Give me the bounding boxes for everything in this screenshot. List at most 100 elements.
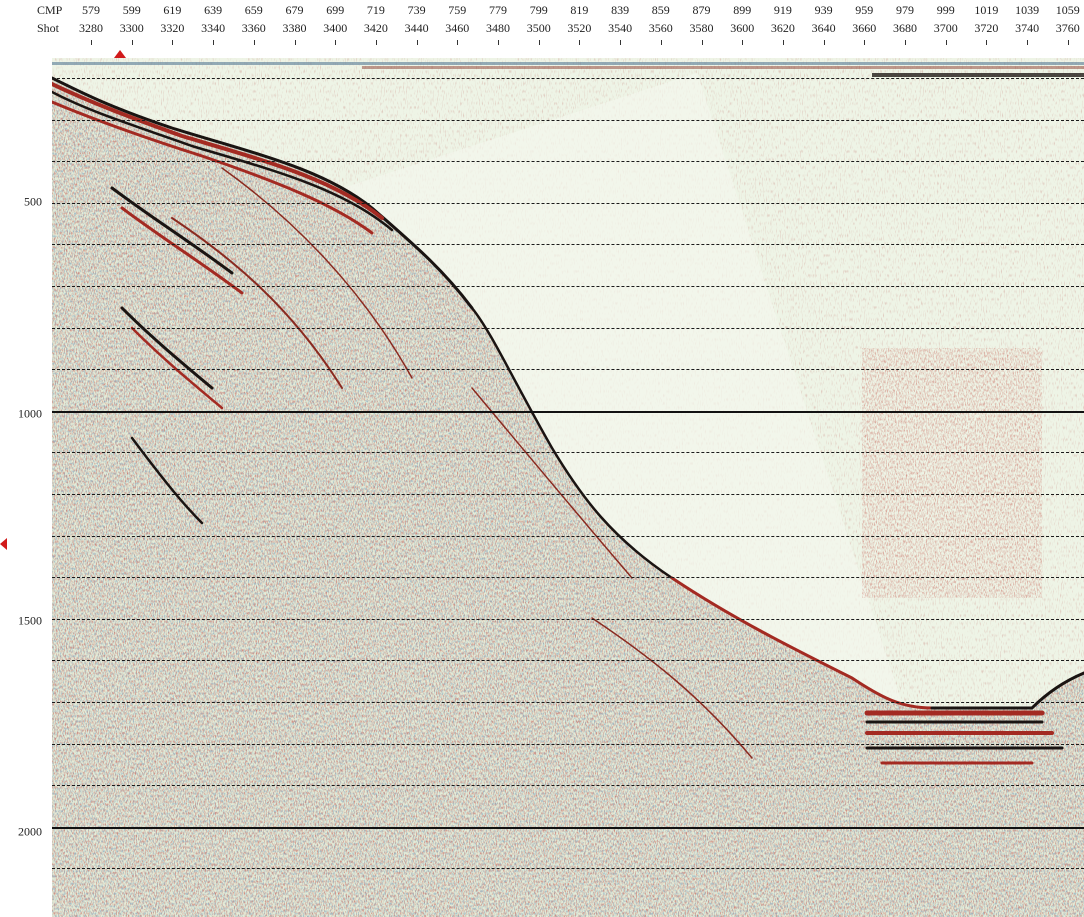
time-line-minor (52, 120, 1084, 121)
cmp-number: 759 (448, 3, 467, 17)
shot-number: 3680 (893, 21, 917, 35)
time-axis: 500 1000 1500 2000 (0, 58, 52, 917)
shot-number: 3300 (119, 21, 144, 35)
cmp-number: 999 (936, 3, 955, 17)
shot-number: 3580 (689, 21, 714, 35)
shot-tick (1027, 40, 1029, 45)
cmp-number: 899 (733, 3, 752, 17)
shot-tick (294, 40, 296, 45)
shot-label: Shot (37, 21, 60, 35)
cmp-number: 879 (692, 3, 711, 17)
shot-tick (172, 40, 174, 45)
shot-tick (905, 40, 906, 45)
shot-number: 3460 (445, 21, 470, 35)
cmp-number: 579 (82, 3, 100, 17)
shot-number: 3740 (1015, 21, 1040, 35)
shot-tick (457, 40, 459, 45)
cmp-number: 679 (285, 3, 304, 17)
time-line-minor (52, 369, 1084, 370)
time-line-major (52, 411, 1084, 413)
seismic-section[interactable] (52, 58, 1084, 917)
time-line-minor (52, 660, 1084, 661)
time-line-minor (52, 452, 1084, 453)
shot-tick (213, 40, 215, 45)
time-line-minor (52, 619, 1084, 620)
shot-tick (579, 40, 581, 45)
shot-tick (253, 40, 255, 45)
time-line-minor (52, 244, 1084, 245)
shot-number: 3500 (526, 21, 551, 35)
cmp-number: 839 (611, 3, 630, 17)
shot-tick (538, 40, 540, 45)
shot-number: 3540 (608, 21, 633, 35)
time-line-minor (52, 744, 1084, 745)
shot-tick (701, 40, 703, 45)
cmp-number: 639 (204, 3, 223, 17)
shot-number: 3620 (770, 21, 795, 35)
cmp-number: 859 (651, 3, 670, 17)
shot-tick (375, 40, 377, 45)
cmp-number: 819 (570, 3, 589, 17)
time-line-minor (52, 785, 1084, 786)
shot-number: 3600 (730, 21, 755, 35)
shot-number: 3420 (363, 21, 388, 35)
time-line-major (52, 827, 1084, 829)
shot-tick (131, 40, 133, 45)
time-line-minor (52, 702, 1084, 703)
cmp-number: 979 (896, 3, 914, 17)
time-line-minor (52, 203, 1084, 204)
cmp-number: 799 (529, 3, 548, 17)
time-label-500: 500 (24, 194, 42, 209)
shot-number: 3700 (933, 21, 958, 35)
shot-number: 3640 (811, 21, 836, 35)
cmp-number: 1059 (1055, 3, 1080, 17)
cmp-number: 659 (244, 3, 263, 17)
shot-number: 3380 (282, 21, 307, 35)
shot-tick (864, 40, 866, 45)
time-line-minor (52, 161, 1084, 162)
shot-number: 3400 (323, 21, 348, 35)
shot-tick (945, 40, 947, 45)
cmp-number: 919 (773, 3, 792, 17)
shot-number: 3720 (974, 21, 999, 35)
shot-number: 3560 (648, 21, 673, 35)
cmp-number: 779 (489, 3, 507, 17)
shot-position-marker[interactable] (114, 50, 126, 58)
trace-header: CMP Shot 579 599 619 639 659 679 699 719 739 759 7… (0, 0, 1084, 58)
cmp-number: 1019 (974, 3, 999, 17)
cmp-label: CMP (37, 3, 63, 17)
time-position-marker[interactable] (0, 538, 7, 550)
cmp-number: 939 (814, 3, 833, 17)
cmp-number: 1039 (1015, 3, 1040, 17)
shot-number: 3660 (852, 21, 877, 35)
shot-tick (986, 40, 988, 45)
shot-number: 3440 (404, 21, 429, 35)
time-label-1500: 1500 (18, 613, 42, 628)
shot-tick (742, 40, 744, 45)
time-label-2000: 2000 (18, 824, 42, 839)
cmp-number: 719 (366, 3, 385, 17)
time-line-minor (52, 577, 1084, 578)
shot-tick (335, 40, 337, 45)
shot-number: 3760 (1055, 21, 1080, 35)
seismic-image (52, 58, 1084, 917)
shot-number: 3360 (241, 21, 266, 35)
time-line-minor (52, 328, 1084, 329)
shot-tick (91, 40, 92, 45)
cmp-number: 699 (326, 3, 345, 17)
shot-tick (498, 40, 499, 45)
time-line-minor (52, 536, 1084, 537)
shot-tick (660, 40, 662, 45)
time-line-minor (52, 494, 1084, 495)
cmp-number: 599 (122, 3, 141, 17)
time-label-1000: 1000 (18, 406, 42, 421)
shot-tick (1067, 40, 1069, 45)
shot-number: 3480 (486, 21, 510, 35)
shot-tick (823, 40, 825, 45)
cmp-number: 739 (407, 3, 426, 17)
cmp-number: 959 (855, 3, 874, 17)
time-line-minor (52, 286, 1084, 287)
cmp-number: 619 (163, 3, 182, 17)
shot-number: 3320 (160, 21, 185, 35)
shot-number: 3340 (201, 21, 226, 35)
